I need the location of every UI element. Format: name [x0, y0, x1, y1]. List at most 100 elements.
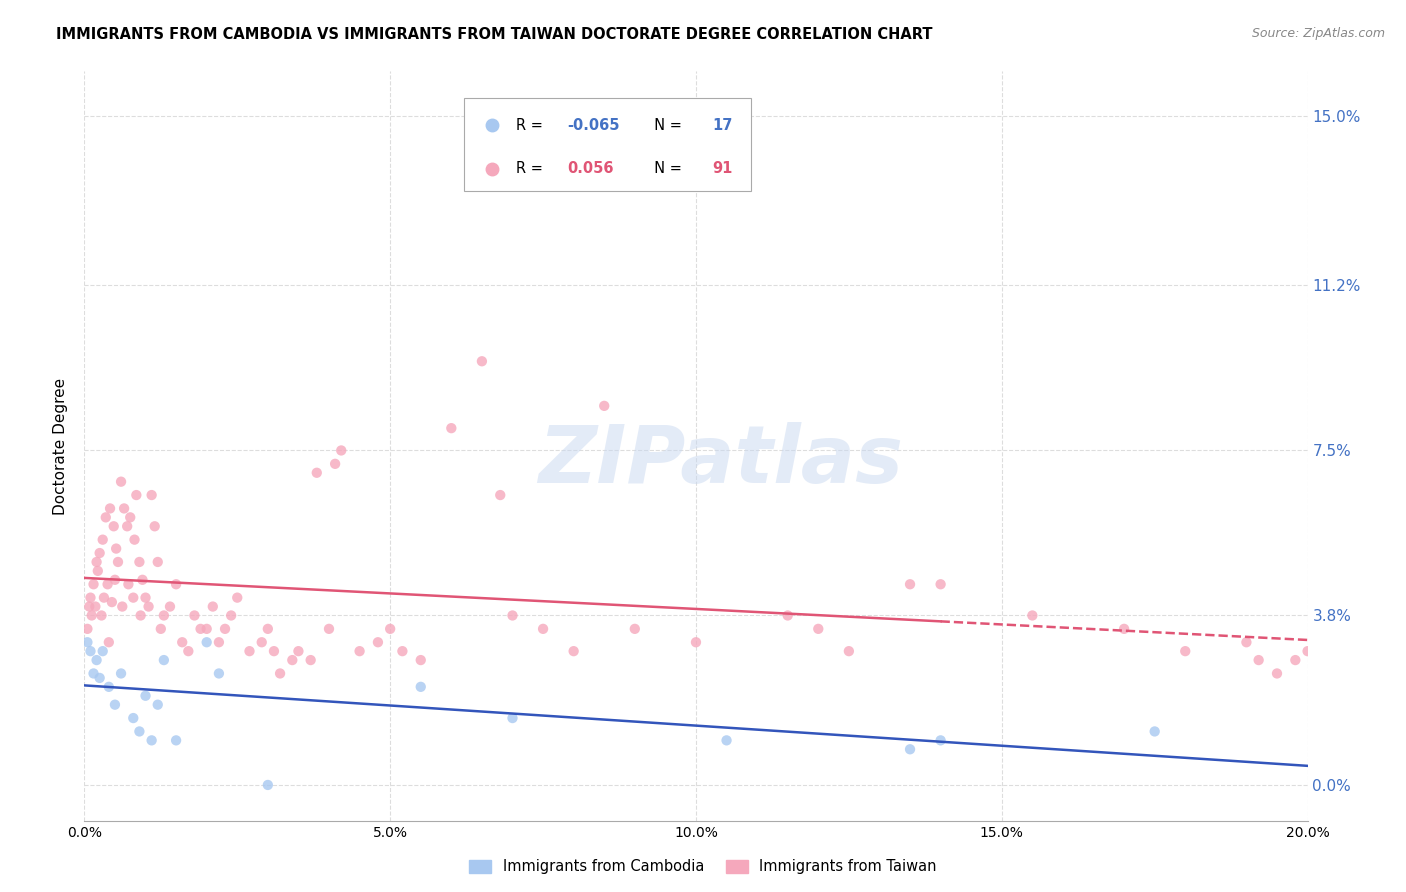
Point [440, 421, 463, 435]
Point [195, 622, 218, 636]
Text: Source: ZipAtlas.com: Source: ZipAtlas.com [1251, 27, 1385, 40]
Point [776, 608, 799, 623]
Point [93, 591, 115, 605]
Point [208, 666, 231, 681]
Point [107, 555, 129, 569]
Point [153, 608, 176, 623]
Point [391, 644, 413, 658]
Point [125, 488, 148, 502]
Text: ZIPatlas: ZIPatlas [538, 422, 903, 500]
Point [129, 608, 152, 623]
Text: IMMIGRANTS FROM CAMBODIA VS IMMIGRANTS FROM TAIWAN DOCTORATE DEGREE CORRELATION : IMMIGRANTS FROM CAMBODIA VS IMMIGRANTS F… [56, 27, 932, 42]
Point [409, 653, 432, 667]
Point [128, 555, 150, 569]
Point [105, 541, 128, 556]
Point [281, 653, 304, 667]
Point [89, 546, 111, 560]
Point [1236, 635, 1258, 649]
Point [94, 510, 117, 524]
Point [110, 666, 132, 681]
Point [138, 599, 160, 614]
Point [97, 680, 120, 694]
Point [624, 622, 647, 636]
Y-axis label: Doctorate Degree: Doctorate Degree [53, 377, 69, 515]
Point [115, 519, 138, 533]
Point [122, 711, 145, 725]
Point [929, 577, 952, 591]
Point [165, 577, 187, 591]
Point [177, 644, 200, 658]
Point [131, 573, 153, 587]
Text: R =: R = [516, 118, 548, 133]
Point [502, 711, 524, 725]
Point [1114, 622, 1136, 636]
Point [219, 608, 242, 623]
Point [1174, 644, 1197, 658]
Point [104, 573, 127, 587]
Point [685, 635, 707, 649]
Point [838, 644, 860, 658]
Point [183, 608, 205, 623]
Point [807, 622, 830, 636]
Point [269, 666, 291, 681]
Point [101, 595, 124, 609]
Point [98, 501, 121, 516]
Point [91, 644, 114, 658]
Point [86, 555, 108, 569]
Point [409, 680, 432, 694]
Text: 0.056: 0.056 [568, 161, 614, 176]
Point [128, 724, 150, 739]
Point [104, 698, 127, 712]
Legend: Immigrants from Cambodia, Immigrants from Taiwan: Immigrants from Cambodia, Immigrants fro… [463, 854, 943, 880]
Point [250, 635, 273, 649]
Point [929, 733, 952, 747]
Point [165, 733, 187, 747]
FancyBboxPatch shape [464, 97, 751, 191]
Point [257, 622, 280, 636]
Point [159, 599, 181, 614]
Point [103, 519, 125, 533]
Point [135, 591, 157, 605]
Point [80, 608, 103, 623]
Point [111, 599, 134, 614]
Point [380, 622, 402, 636]
Point [89, 671, 111, 685]
Point [84, 599, 107, 614]
Point [141, 733, 163, 747]
Point [76, 622, 98, 636]
Point [76, 635, 98, 649]
Text: -0.065: -0.065 [568, 118, 620, 133]
Point [83, 577, 105, 591]
Point [201, 599, 224, 614]
Point [1021, 608, 1043, 623]
Point [112, 501, 135, 516]
Point [77, 599, 100, 614]
Point [122, 591, 145, 605]
Point [349, 644, 371, 658]
Point [287, 644, 309, 658]
Point [153, 653, 176, 667]
Point [1296, 644, 1319, 658]
Point [257, 778, 280, 792]
Point [110, 475, 132, 489]
Point [299, 653, 322, 667]
Point [263, 644, 285, 658]
Point [593, 399, 616, 413]
Text: N =: N = [644, 118, 686, 133]
Point [149, 622, 172, 636]
Point [898, 742, 921, 756]
Point [83, 666, 105, 681]
Point [226, 591, 249, 605]
Point [323, 457, 346, 471]
Point [86, 653, 108, 667]
Point [330, 443, 353, 458]
Point [79, 591, 101, 605]
Point [91, 533, 114, 547]
Point [87, 564, 110, 578]
Point [1265, 666, 1288, 681]
Point [502, 608, 524, 623]
Point [1143, 724, 1166, 739]
Point [79, 644, 101, 658]
Point [1247, 653, 1270, 667]
Point [305, 466, 328, 480]
